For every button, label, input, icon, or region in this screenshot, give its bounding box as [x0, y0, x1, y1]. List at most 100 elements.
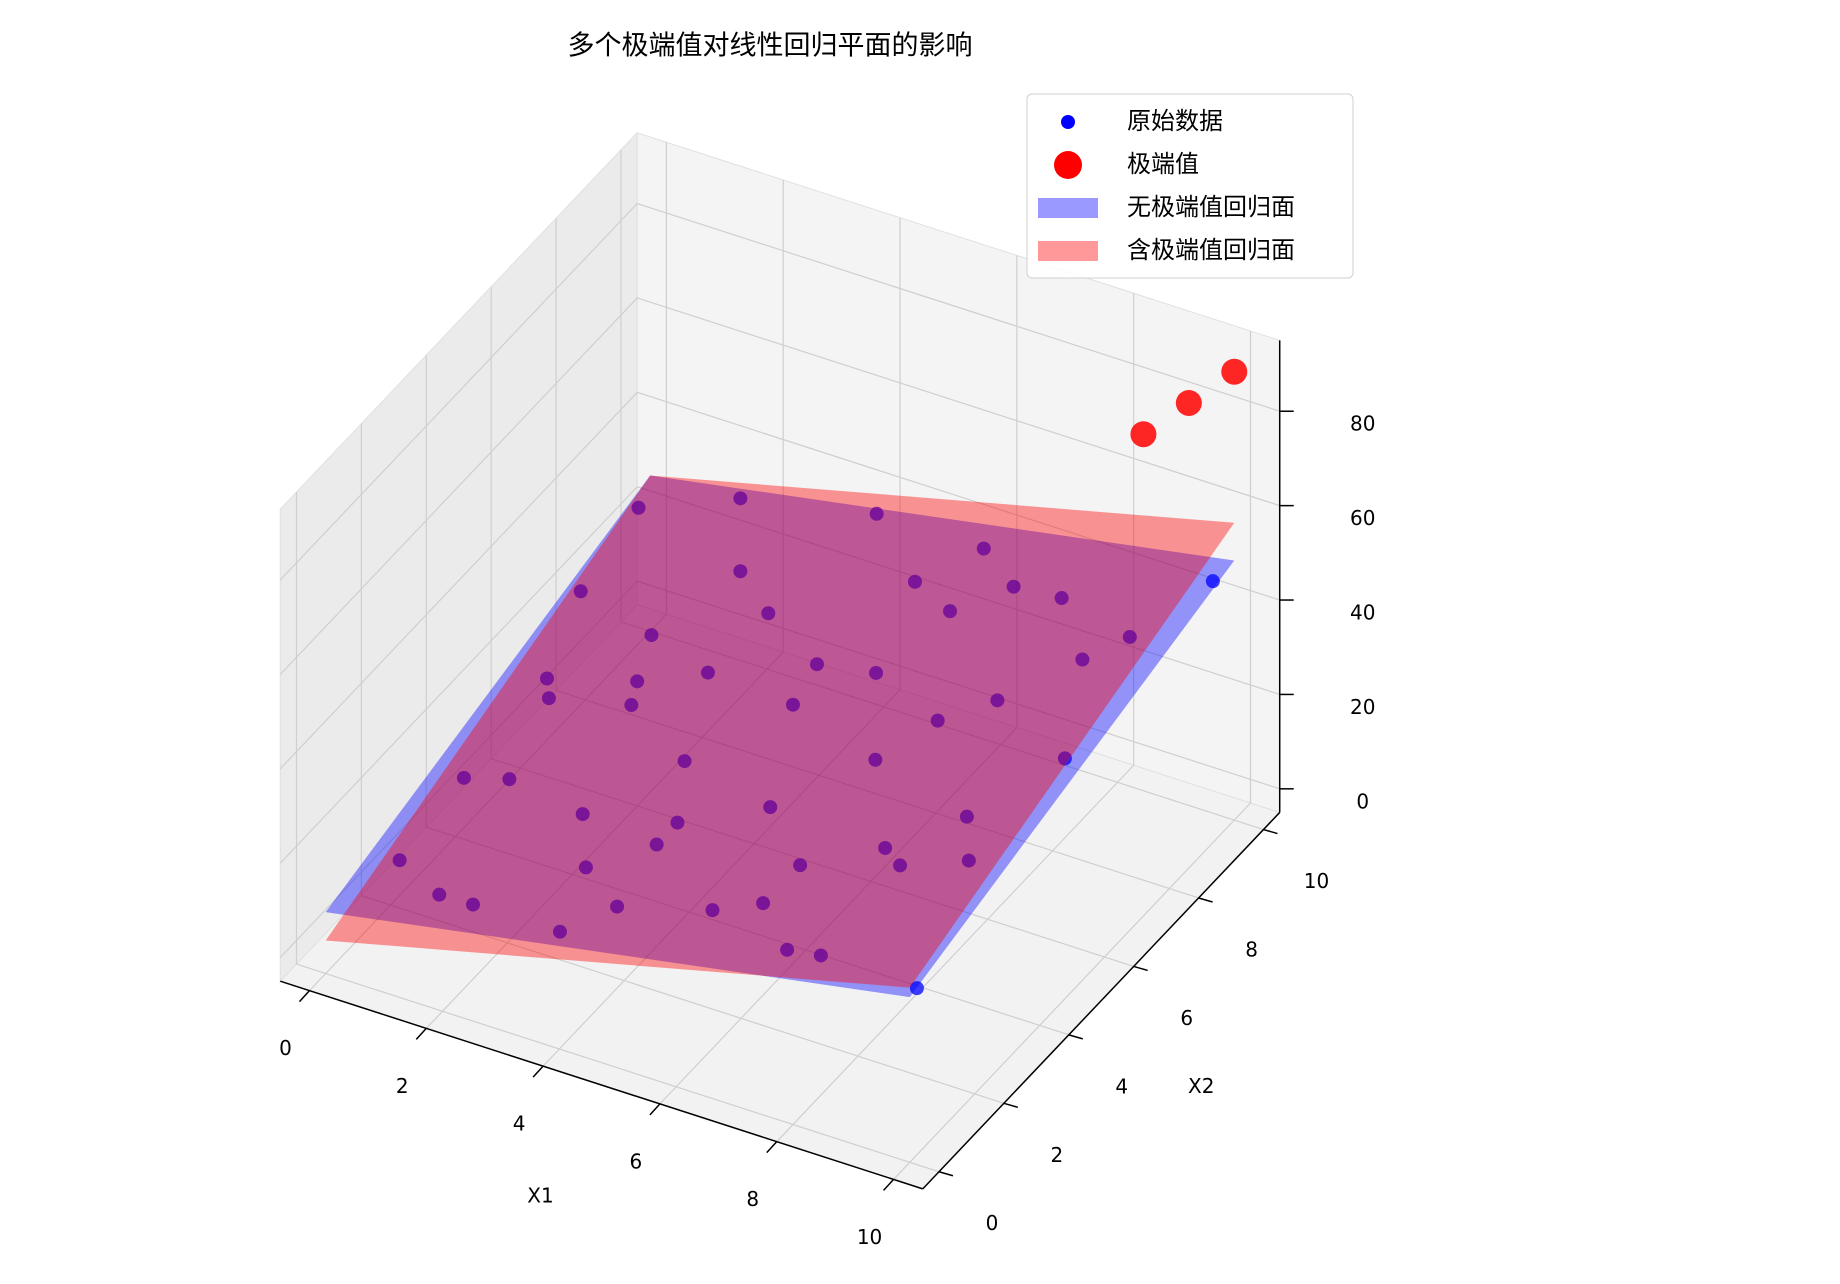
legend-marker [1054, 151, 1082, 179]
grid-line [637, 486, 1280, 696]
data-point [541, 691, 556, 706]
regression-surface [325, 475, 1235, 998]
grid-line [296, 963, 940, 1173]
data-point [1057, 751, 1072, 766]
z-tick-label: 0 [1356, 789, 1369, 813]
y-tick-label: 0 [986, 1211, 999, 1235]
tick-mark [1068, 1034, 1083, 1040]
grid-line [426, 826, 1069, 1036]
grid-line [637, 297, 1280, 507]
chart-title: 多个极端值对线性回归平面的影响 [568, 31, 973, 62]
legend-label: 极端值 [1127, 150, 1199, 178]
data-point [869, 665, 884, 680]
x-axis-label: X1 [527, 1184, 553, 1208]
grid-line [425, 651, 784, 1029]
data-point [976, 541, 991, 556]
data-point [763, 800, 778, 815]
data-point [893, 858, 908, 873]
data-point [575, 807, 590, 822]
data-point [705, 903, 720, 918]
tick-mark [766, 1141, 778, 1154]
data-point [733, 564, 748, 579]
data-point [733, 491, 748, 506]
tick-mark [938, 1171, 954, 1177]
x-tick-label: 2 [396, 1074, 409, 1098]
z-tick-label: 60 [1350, 506, 1375, 530]
data-point [785, 697, 800, 712]
grid-line [776, 764, 1135, 1143]
data-point [930, 713, 945, 728]
y-tick-label: 6 [1180, 1006, 1193, 1030]
data-point [630, 674, 645, 689]
grid-line [555, 689, 1199, 899]
data-point [624, 698, 639, 713]
data-point [670, 815, 685, 830]
legend-label: 无极端值回归面 [1127, 193, 1295, 221]
data-point [868, 752, 883, 767]
data-point [1205, 574, 1220, 589]
data-point [907, 574, 922, 589]
x-tick-label: 0 [279, 1036, 292, 1060]
grid-line [361, 895, 1005, 1104]
legend-label: 含极端值回归面 [1127, 236, 1295, 264]
y-axis-label: X2 [1188, 1074, 1214, 1098]
data-point [502, 772, 517, 787]
grid-line [659, 727, 1018, 1105]
x-tick-label: 8 [746, 1187, 759, 1211]
tick-mark [883, 1178, 895, 1191]
y-tick-label: 8 [1245, 937, 1258, 961]
tick-mark [1003, 1102, 1019, 1109]
grid-line [637, 202, 1280, 412]
data-point [1075, 652, 1090, 667]
data-point [809, 657, 824, 672]
x-tick-label: 6 [630, 1149, 643, 1173]
tick-mark [532, 1065, 544, 1078]
z-tick-label: 20 [1350, 695, 1375, 719]
legend-marker [1038, 198, 1098, 218]
grid-line [279, 297, 638, 675]
data-point [649, 837, 664, 852]
data-point [793, 858, 808, 873]
data-point [1006, 579, 1021, 594]
legend-box [1026, 93, 1354, 279]
tick-mark [415, 1027, 427, 1040]
x-tick-label: 4 [513, 1112, 526, 1136]
data-point [780, 942, 795, 957]
data-point [943, 604, 958, 619]
data-point [552, 924, 567, 939]
data-point [392, 853, 407, 868]
x-axis-line [280, 980, 923, 1190]
x-tick-label: 10 [857, 1225, 882, 1249]
y-tick-label: 2 [1051, 1143, 1064, 1167]
legend-marker [1061, 115, 1075, 129]
y-tick-label: 4 [1115, 1074, 1128, 1098]
data-point [432, 887, 447, 902]
tick-mark [1198, 897, 1213, 903]
data-point [761, 606, 776, 621]
legend-label: 原始数据 [1127, 107, 1223, 135]
grid-line [279, 203, 638, 581]
data-point [1054, 591, 1069, 606]
data-point [644, 628, 659, 643]
grid-line [309, 613, 667, 992]
data-point [578, 860, 593, 875]
y-axis-line [922, 811, 1281, 1190]
grid-line [279, 391, 638, 770]
data-point [700, 665, 715, 680]
grid-line [279, 486, 638, 864]
data-point [1122, 629, 1137, 644]
tick-mark [1133, 965, 1148, 972]
tick-mark [649, 1103, 661, 1116]
grid-line [637, 580, 1280, 790]
data-point [959, 809, 974, 824]
grid-line [542, 689, 901, 1067]
data-point [573, 584, 588, 599]
grid-line [893, 802, 1251, 1180]
grid-line [637, 391, 1280, 601]
z-tick-label: 40 [1350, 601, 1375, 625]
data-point [1130, 421, 1157, 448]
data-point [631, 500, 646, 515]
grid-line [279, 580, 638, 958]
